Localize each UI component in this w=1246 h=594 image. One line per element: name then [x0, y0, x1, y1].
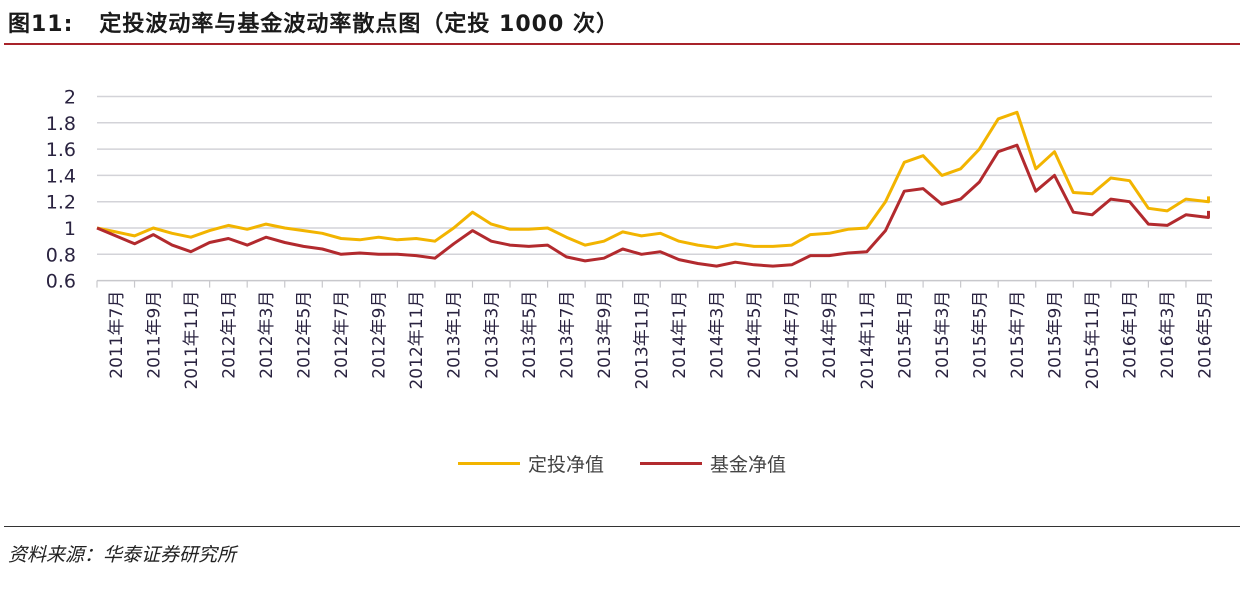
line-chart: 0.60.811.21.41.61.82 2011年7月 2011年9月 2011年… — [46, 87, 1216, 390]
y-axis-labels: 0.6 0.8 1 1.2 1.4 1.6 1.8 2 — [46, 87, 76, 293]
x-axis-labels: 2011年7月 2011年9月 2011年11月 2012年1月 2012年3月 2012… — [107, 291, 1216, 390]
svg-text:2016年5月: 2016年5月 — [1196, 291, 1216, 379]
svg-text:2012年1月: 2012年1月 — [219, 291, 239, 379]
svg-text:1.8: 1.8 — [46, 113, 76, 135]
svg-text:2013年1月: 2013年1月 — [445, 291, 465, 379]
svg-text:2014年1月: 2014年1月 — [670, 291, 690, 379]
svg-text:2016年1月: 2016年1月 — [1121, 291, 1141, 379]
legend: 定投净值 基金净值 — [458, 450, 822, 477]
svg-text:2013年7月: 2013年7月 — [557, 291, 577, 379]
svg-text:2014年7月: 2014年7月 — [783, 291, 803, 379]
svg-text:2015年3月: 2015年3月 — [933, 291, 953, 379]
svg-text:2014年3月: 2014年3月 — [708, 291, 728, 379]
data-lines — [96, 110, 1210, 268]
svg-text:2012年7月: 2012年7月 — [332, 291, 352, 379]
source-note: 资料来源：华泰证券研究所 — [8, 544, 237, 566]
svg-text:2012年9月: 2012年9月 — [370, 291, 390, 379]
legend-swatch-red — [640, 462, 703, 465]
legend-swatch-yellow — [458, 462, 520, 465]
svg-text:2012年3月: 2012年3月 — [257, 291, 277, 379]
legend-label: 基金净值 — [710, 454, 787, 476]
svg-text:2014年11月: 2014年11月 — [858, 291, 878, 390]
svg-text:2011年7月: 2011年7月 — [107, 291, 127, 379]
svg-text:2014年9月: 2014年9月 — [820, 291, 840, 379]
gridlines — [96, 95, 1212, 288]
legend-item-dingtou: 定投净值 — [458, 450, 604, 477]
legend-label: 定投净值 — [528, 454, 605, 476]
svg-text:0.6: 0.6 — [46, 271, 76, 293]
svg-text:2013年5月: 2013年5月 — [520, 291, 540, 379]
title-divider — [4, 43, 1240, 45]
svg-text:2011年9月: 2011年9月 — [144, 291, 164, 379]
figure-title: 图11: 定投波动率与基金波动率散点图（定投 1000 次） — [8, 12, 619, 37]
svg-text:0.8: 0.8 — [46, 244, 76, 266]
svg-text:2013年9月: 2013年9月 — [595, 291, 615, 379]
svg-text:2015年11月: 2015年11月 — [1083, 291, 1103, 390]
svg-text:2011年11月: 2011年11月 — [182, 291, 202, 390]
footer-divider — [4, 526, 1240, 527]
svg-text:1.4: 1.4 — [46, 165, 76, 187]
svg-text:1.6: 1.6 — [46, 139, 76, 161]
svg-text:2: 2 — [64, 87, 76, 109]
svg-text:1.2: 1.2 — [46, 192, 76, 214]
svg-text:2016年3月: 2016年3月 — [1158, 291, 1178, 379]
svg-text:2013年11月: 2013年11月 — [632, 291, 652, 390]
svg-text:2012年11月: 2012年11月 — [407, 291, 427, 390]
svg-text:2015年5月: 2015年5月 — [970, 291, 990, 379]
svg-text:2012年5月: 2012年5月 — [295, 291, 315, 379]
svg-text:2015年7月: 2015年7月 — [1008, 291, 1028, 379]
svg-text:2015年1月: 2015年1月 — [895, 291, 915, 379]
svg-text:2014年5月: 2014年5月 — [745, 291, 765, 379]
svg-text:1: 1 — [64, 218, 76, 240]
svg-text:2015年9月: 2015年9月 — [1046, 291, 1066, 379]
svg-text:2013年3月: 2013年3月 — [482, 291, 502, 379]
legend-item-fund: 基金净值 — [640, 450, 786, 477]
